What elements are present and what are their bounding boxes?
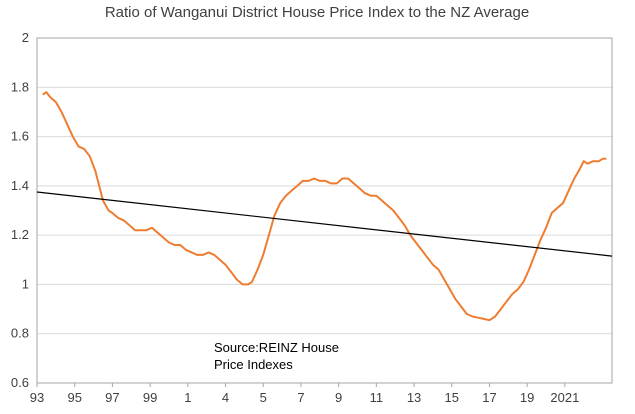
series-group xyxy=(36,91,613,322)
y-tick-label: 1.8 xyxy=(11,79,29,94)
plot-area xyxy=(36,37,613,384)
x-tick-label: 5 xyxy=(260,390,267,405)
x-tick-label: 95 xyxy=(67,390,81,405)
x-tick-label: 4 xyxy=(222,390,229,405)
y-tick-label: 2 xyxy=(22,30,29,45)
y-tick-label: 1.2 xyxy=(11,227,29,242)
source-note-line-1: Source:REINZ House xyxy=(214,340,339,355)
x-axis: 93 95 97 99 1 4 5 7 9 11 13 15 17 19 2021 xyxy=(30,383,579,405)
y-tick-label: 1.4 xyxy=(11,178,29,193)
y-tick-label: 0.8 xyxy=(11,326,29,341)
x-tick-label: 15 xyxy=(445,390,459,405)
x-tick-label: 17 xyxy=(482,390,496,405)
x-tick-label: 99 xyxy=(143,390,157,405)
ratio-series-line xyxy=(42,91,607,322)
x-tick-label: 93 xyxy=(30,390,44,405)
x-tick-label: 11 xyxy=(370,390,384,405)
y-tick-label: 1 xyxy=(22,276,29,291)
x-tick-label: 1 xyxy=(184,390,191,405)
y-tick-label: 1.6 xyxy=(11,129,29,144)
source-note-line-2: Price Indexes xyxy=(214,357,293,372)
x-tick-label: 2021 xyxy=(550,390,579,405)
x-tick-label: 13 xyxy=(407,390,421,405)
x-tick-label: 7 xyxy=(297,390,304,405)
x-tick-label: 19 xyxy=(520,390,534,405)
trend-line xyxy=(36,191,613,257)
gridlines xyxy=(37,37,612,384)
y-tick-label: 0.6 xyxy=(11,375,29,390)
x-tick-label: 97 xyxy=(105,390,119,405)
y-axis: 0.6 0.8 1 1.2 1.4 1.6 1.8 2 xyxy=(11,30,29,390)
x-tick-label: 9 xyxy=(335,390,342,405)
chart-title: Ratio of Wanganui District House Price I… xyxy=(105,4,529,21)
